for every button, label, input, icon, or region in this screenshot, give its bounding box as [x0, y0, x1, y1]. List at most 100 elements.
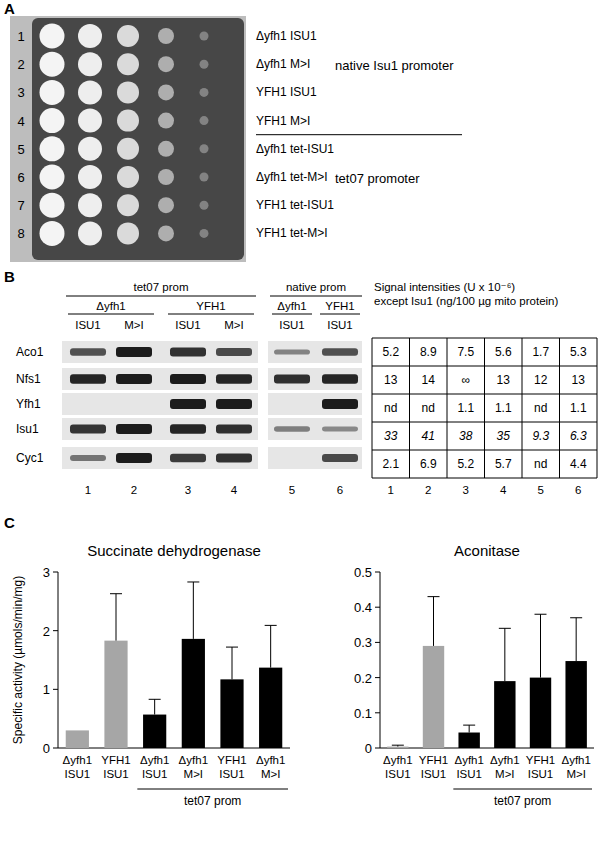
error-bar — [110, 594, 122, 641]
y-tick — [375, 748, 380, 749]
error-cap — [535, 614, 547, 615]
blot-band — [322, 348, 358, 356]
table-cell: 5.2 — [382, 345, 399, 359]
table-rule — [484, 338, 485, 478]
label-line: ISU1 — [65, 768, 91, 780]
label-line: M>I — [495, 768, 515, 780]
panel-a: 1Δyfh1 ISU12Δyfh1 M>I3YFH1 ISU14YFH1 M>I… — [4, 0, 462, 262]
plate-photo — [10, 16, 246, 262]
label-line: Δyfh1 — [454, 754, 483, 766]
blot-strip — [268, 341, 362, 363]
group-label: tet07 prom — [494, 794, 551, 808]
lane-number: 6 — [337, 484, 343, 496]
blot-band — [170, 454, 206, 463]
lane-number: 1 — [85, 484, 91, 496]
label-line: Δyfh1 — [561, 754, 590, 766]
blot-band — [70, 425, 106, 434]
growth-spot — [117, 138, 139, 160]
table-title: except Isu1 (ng/100 µg mito protein) — [374, 295, 559, 307]
chart-title: Aconitase — [454, 542, 520, 559]
growth-spot — [117, 194, 139, 216]
strain-header: YFH1 — [325, 300, 354, 312]
y-tick — [53, 572, 58, 573]
x-tick-label: Δyfh1 ISU1 — [63, 754, 92, 780]
bar-chart: Succinate dehydrogenaseSpecific activity… — [11, 542, 290, 808]
table-cell: 9.3 — [532, 429, 549, 443]
lane-label: ISU1 — [279, 319, 305, 331]
x-tick-label: Δyfh1ISU1 — [140, 754, 169, 780]
label-line: Δyfh1 — [63, 754, 92, 766]
lane-number: 3 — [185, 484, 191, 496]
table-cell: nd — [534, 401, 547, 415]
blot-band — [274, 374, 310, 383]
error-cap — [265, 625, 277, 626]
bar — [565, 661, 586, 748]
header-rule — [66, 296, 256, 297]
strain-rule — [272, 314, 312, 315]
growth-spot — [40, 165, 65, 190]
table-cell: 33 — [384, 429, 398, 443]
blot-band — [70, 455, 106, 461]
table-cell: 5.2 — [457, 457, 474, 471]
table-cell: 5.3 — [570, 345, 587, 359]
growth-spot — [200, 116, 209, 125]
blot-band — [216, 374, 252, 384]
promoter-header: tet07 prom — [134, 281, 189, 293]
row-number: 5 — [17, 142, 24, 157]
lane-label: ISU1 — [75, 319, 101, 331]
lane-label: M>I — [224, 319, 244, 331]
growth-spot — [200, 201, 209, 210]
error-cap — [570, 617, 582, 618]
label-line: Δyfh1 — [256, 754, 285, 766]
strain-label: Δyfh1 M>I — [256, 57, 310, 71]
y-axis — [380, 572, 381, 748]
bar — [104, 641, 127, 748]
x-tick-label: Δyfh1 ISU1 — [454, 754, 483, 780]
label-line: ISU1 — [456, 768, 482, 780]
growth-spot — [158, 141, 174, 157]
blot-band — [116, 453, 152, 463]
error-bar — [265, 625, 277, 667]
promoter-header: native prom — [286, 281, 346, 293]
error-cap — [499, 628, 511, 629]
bar — [494, 681, 515, 748]
group-label: tet07 prom — [184, 794, 241, 808]
error-bar — [463, 725, 475, 732]
growth-spot — [158, 197, 174, 213]
table-cell: nd — [384, 401, 397, 415]
x-tick-label: Δyfh1ISU1 — [383, 754, 412, 780]
y-tick-label: 2 — [43, 624, 50, 639]
label-line: M>I — [566, 768, 586, 780]
table-cell: 14 — [422, 373, 436, 387]
bar — [66, 730, 89, 748]
growth-spot — [158, 113, 174, 129]
blot-band — [116, 424, 152, 434]
growth-spot — [40, 136, 65, 161]
table-cell: nd — [534, 457, 547, 471]
figure: 1Δyfh1 ISU12Δyfh1 M>I3YFH1 ISU14YFH1 M>I… — [0, 0, 602, 858]
panel-label: B — [4, 268, 15, 285]
x-tick-label: Δyfh1M>I — [179, 754, 208, 780]
lane-label: M>I — [124, 319, 144, 331]
error-stem — [540, 614, 541, 677]
growth-spot — [78, 221, 102, 245]
y-tick-label: 0.3 — [354, 635, 372, 650]
blot-band — [116, 347, 152, 357]
table-rule — [597, 338, 598, 478]
table-cell: 13 — [572, 373, 586, 387]
error-bar — [392, 745, 404, 746]
table-rule — [522, 338, 523, 478]
protein-label: Isu1 — [16, 422, 39, 436]
blot-band — [70, 348, 106, 356]
blot-band — [170, 374, 206, 384]
growth-spot — [40, 24, 65, 49]
growth-spot — [40, 52, 65, 77]
error-cap — [392, 745, 404, 746]
x-tick-label: YFH1ISU1 — [101, 754, 130, 780]
strain-label: Δyfh1 tet-ISU1 — [256, 142, 334, 156]
label-line: M>I — [261, 768, 281, 780]
blot-band — [170, 399, 206, 409]
protein-label: Nfs1 — [16, 372, 41, 386]
table-rule — [409, 338, 410, 478]
label-line: Δyfh1 — [140, 754, 169, 766]
